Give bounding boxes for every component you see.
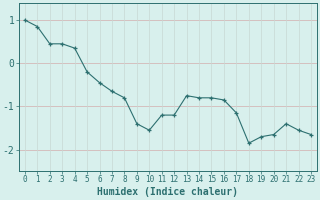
X-axis label: Humidex (Indice chaleur): Humidex (Indice chaleur) <box>98 187 238 197</box>
